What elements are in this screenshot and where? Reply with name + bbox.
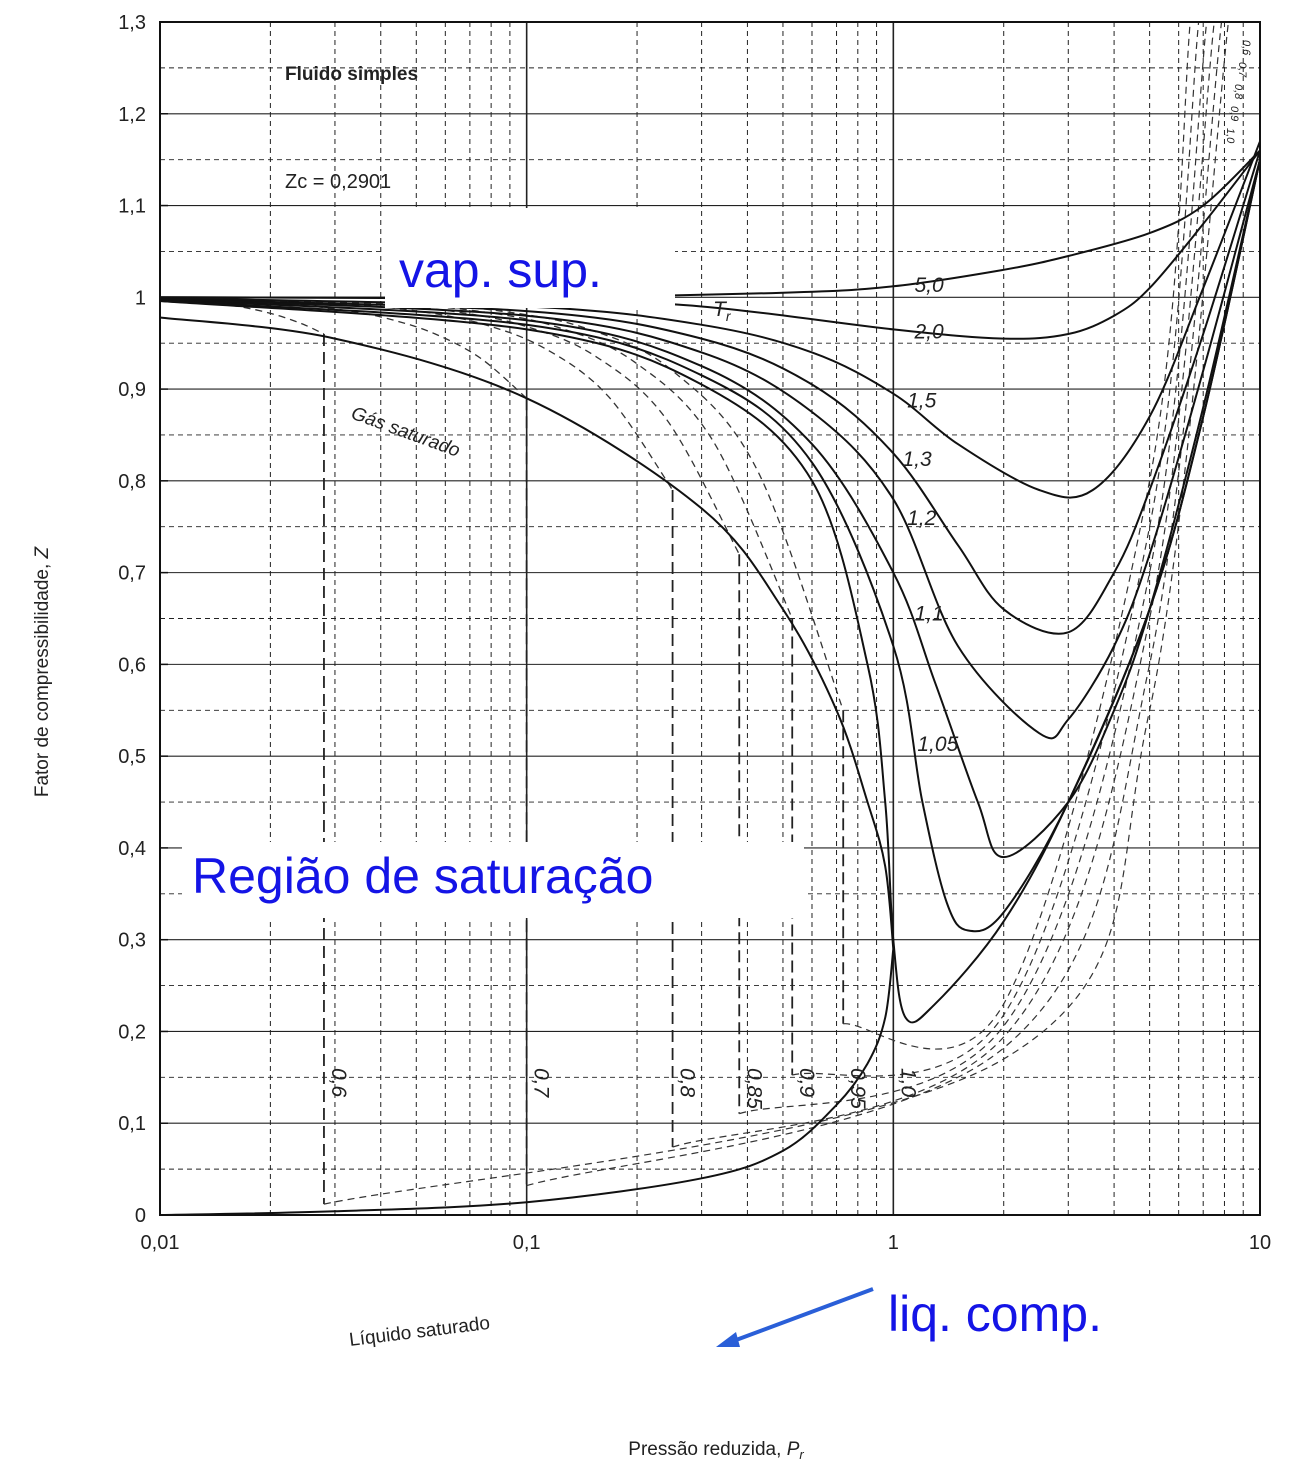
isotherm-label: 0,9 — [795, 1068, 818, 1098]
saturated-gas-curve — [159, 316, 895, 949]
isotherm-gas-branch — [159, 299, 844, 711]
liquid-arrow-line — [727, 1287, 874, 1345]
curves: 5,0 2,0 1,5 1,3 1,2 1,1 1,05 0,6 0,7 0,8 0,85 0,9 0,… — [159, 21, 1261, 1216]
liquid-overlay-text: liq. comp. — [888, 1286, 1102, 1342]
isotherm-label: 1,05 — [917, 733, 958, 756]
plot-frame — [159, 21, 1261, 1216]
isotherm-label: 1,2 — [907, 507, 937, 530]
x-tick-label: 0,1 — [513, 1232, 541, 1254]
isotherm-liquid-branch — [792, 21, 1200, 1077]
supercritical-isotherm — [159, 150, 1261, 635]
isotherm-label-small: 0,7 — [1236, 62, 1248, 78]
supercritical-isotherm — [159, 140, 1261, 499]
y-tick-label: 0,8 — [118, 471, 146, 493]
svg-text:Fator de compressibilidade, Z: Fator de compressibilidade, Z — [32, 545, 53, 797]
y-axis-label: Fator de compressibilidade, Z — [32, 545, 53, 797]
y-tick-label: 0,6 — [118, 654, 146, 676]
x-tick-label: 1 — [888, 1232, 899, 1254]
saturated-liquid-curve — [159, 948, 895, 1216]
liquid-arrow-head — [716, 1332, 740, 1347]
isotherm-liquid-branch — [843, 21, 1191, 1050]
y-tick-label: 1,2 — [118, 104, 146, 126]
supercritical-isotherm — [159, 159, 1261, 859]
isotherm-label-small: 0,6 — [1240, 40, 1252, 56]
y-tick-label: 0,4 — [118, 838, 146, 860]
supercritical-isotherm — [159, 159, 1261, 933]
isotherm-label: 0,95 — [846, 1068, 869, 1109]
y-tick-label: 0,5 — [118, 746, 146, 768]
isotherm-label-small: 1,0 — [1224, 128, 1236, 144]
y-tick-label: 0,3 — [118, 930, 146, 952]
isotherm-liquid-branch — [526, 21, 1223, 1187]
grid — [160, 22, 1260, 1215]
isotherm-label: 0,8 — [676, 1068, 699, 1098]
isotherm-label: 0,7 — [530, 1068, 553, 1099]
isotherm-gas-branch — [159, 299, 793, 619]
vapor-box — [385, 208, 675, 308]
isotherm-label: 5,0 — [915, 274, 945, 297]
isotherm-liquid-branch — [323, 21, 1229, 1205]
supercritical-isotherm — [159, 159, 1261, 740]
saturated-liquid-label: Líquido saturado — [348, 1313, 491, 1351]
vapor-overlay-text: vap. sup. — [399, 242, 602, 298]
isotherm-label: 1,0 — [896, 1068, 919, 1098]
isotherm-liquid-branch — [739, 21, 1208, 1115]
x-tick-label: 10 — [1249, 1232, 1271, 1254]
fluid-label: Fluido simples — [285, 64, 418, 85]
tr-label: Tr — [713, 298, 732, 324]
isotherm-label-small: 0,8 — [1232, 84, 1244, 100]
isotherm-label-small: 0,9 — [1228, 106, 1240, 121]
isotherm-liquid-branch — [672, 21, 1215, 1148]
y-tick-label: 1,1 — [118, 196, 146, 218]
overlay-annotations: vap. sup. Região de saturação liq. comp. — [182, 208, 1192, 1356]
y-tick-label: 0,7 — [118, 563, 146, 585]
svg-text:Pressão reduzida, Pr: Pressão reduzida, Pr — [628, 1439, 804, 1462]
isotherm-label: 1,5 — [907, 390, 937, 413]
x-tick-label: 0,01 — [141, 1232, 180, 1254]
isotherm-label: 1,1 — [915, 603, 944, 626]
y-tick-label: 1 — [135, 287, 146, 309]
isotherm-label: 1,3 — [902, 448, 932, 471]
isotherm-label: 2,0 — [914, 321, 945, 344]
isotherm-gas-branch — [159, 299, 740, 555]
zc-label: Zc = 0,2901 — [285, 171, 391, 193]
y-tick-label: 0,1 — [118, 1113, 146, 1135]
y-tick-label: 0,2 — [118, 1021, 146, 1043]
y-tick-label: 0,9 — [118, 379, 146, 401]
saturation-overlay-text: Região de saturação — [192, 848, 653, 904]
isotherm-label: 0,6 — [327, 1068, 350, 1098]
saturation-box — [182, 842, 804, 918]
liquid-box — [880, 1270, 1192, 1356]
y-tick-label: 0 — [135, 1205, 146, 1227]
y-tick-label: 1,3 — [118, 12, 146, 34]
isotherm-label: 0,85 — [742, 1068, 765, 1109]
axis-ticks: 0 0,1 0,2 0,3 0,4 0,5 0,6 0,7 0,8 0,9 1 1,1 1,2 1,3 0,… — [118, 12, 1271, 1254]
x-axis-label: Pressão reduzida, Pr — [628, 1439, 804, 1462]
